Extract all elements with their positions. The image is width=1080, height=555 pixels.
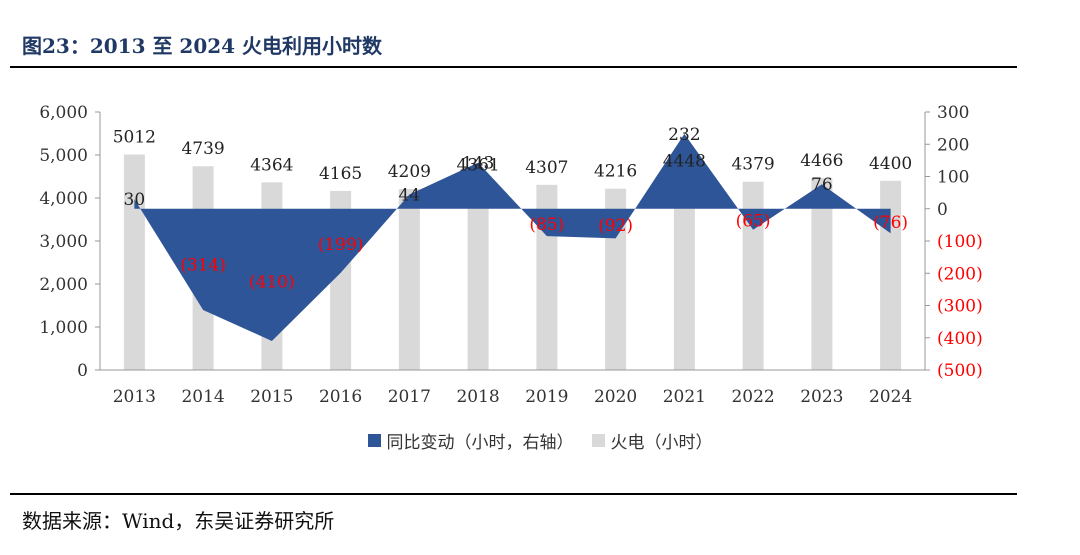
- bottom-rule: [10, 493, 1017, 495]
- bar-value-label: 4739: [181, 139, 224, 159]
- yoy-value-label: (410): [249, 272, 295, 292]
- legend-label-hours: 火电（小时）: [610, 433, 713, 453]
- bar-2017: [398, 189, 420, 370]
- bar-2018: [467, 182, 489, 370]
- left-tick-label: 3,000: [39, 232, 88, 252]
- bar-value-label: 4216: [594, 162, 637, 182]
- bar-value-label: 4165: [319, 164, 362, 184]
- yoy-value-label: (314): [180, 255, 226, 275]
- yoy-value-label: 232: [668, 125, 700, 145]
- x-tick-label: 2016: [319, 387, 362, 407]
- yoy-value-label: 76: [811, 175, 833, 195]
- yoy-value-label: (85): [529, 215, 564, 235]
- bar-value-label: 4209: [388, 162, 431, 182]
- x-tick-label: 2020: [594, 387, 637, 407]
- chart-legend: 同比变动（小时，右轴） 火电（小时）: [0, 428, 1080, 453]
- x-tick-label: 2013: [113, 387, 156, 407]
- top-rule: [10, 66, 1017, 68]
- bar-value-label: 5012: [113, 127, 156, 147]
- legend-item-hours: 火电（小时）: [591, 428, 713, 453]
- x-tick-label: 2023: [800, 387, 843, 407]
- bar-value-label: 4307: [525, 158, 568, 178]
- bar-2021: [673, 178, 695, 370]
- left-tick-label: 5,000: [39, 146, 88, 166]
- bar-value-label: 4448: [663, 152, 706, 172]
- bar-value-label: 4379: [731, 155, 774, 175]
- yoy-value-label: (65): [736, 211, 771, 231]
- left-tick-label: 4,000: [39, 189, 88, 209]
- combo-chart: 0 1,000 2,000 3,000 4,000 5,000 6,000 (500) (400…: [39, 103, 983, 407]
- bar-value-label: 4466: [800, 151, 843, 171]
- legend-swatch-yoy: [367, 434, 381, 447]
- left-tick-label: 1,000: [39, 318, 88, 338]
- right-tick-label: (300): [937, 297, 983, 317]
- legend-item-yoy: 同比变动（小时，右轴）: [367, 428, 574, 453]
- x-tick-label: 2021: [663, 387, 706, 407]
- yoy-area: [134, 133, 891, 341]
- x-tick-label: 2017: [388, 387, 431, 407]
- yoy-value-label: 143: [462, 154, 494, 174]
- right-tick-label: (500): [937, 361, 983, 381]
- right-tick-label: (200): [937, 264, 983, 284]
- left-tick-label: 0: [77, 361, 88, 381]
- yoy-value-label: (199): [318, 235, 364, 255]
- bar-value-label: 4364: [250, 155, 293, 175]
- bar-2022: [742, 181, 764, 370]
- right-tick-label: (100): [937, 232, 983, 252]
- x-tick-label: 2014: [181, 387, 224, 407]
- right-tick-label: 100: [937, 168, 969, 188]
- x-tick-label: 2018: [456, 387, 499, 407]
- legend-swatch-hours: [591, 434, 605, 447]
- x-tick-label: 2024: [869, 387, 912, 407]
- yoy-value-label: 30: [124, 190, 146, 210]
- left-tick-label: 2,000: [39, 275, 88, 295]
- source-note: 数据来源：Wind，东吴证券研究所: [22, 509, 335, 533]
- bar-value-label: 4400: [869, 154, 912, 174]
- x-tick-label: 2022: [731, 387, 774, 407]
- x-tick-label: 2019: [525, 387, 568, 407]
- right-tick-label: 200: [937, 135, 969, 155]
- right-tick-label: (400): [937, 329, 983, 349]
- yoy-value-label: (76): [873, 213, 908, 233]
- right-tick-label: 0: [937, 200, 948, 220]
- legend-label-yoy: 同比变动（小时，右轴）: [386, 433, 574, 453]
- left-tick-label: 6,000: [39, 103, 88, 123]
- figure-title: 图23：2013 至 2024 火电利用小时数: [22, 34, 383, 58]
- bar-2013: [123, 154, 145, 370]
- yoy-value-label: (92): [598, 216, 633, 236]
- yoy-value-label: 44: [399, 186, 421, 206]
- bar-2023: [811, 177, 833, 370]
- bar-value-label: 4361: [456, 155, 499, 175]
- x-tick-label: 2015: [250, 387, 293, 407]
- right-tick-label: 300: [937, 103, 969, 123]
